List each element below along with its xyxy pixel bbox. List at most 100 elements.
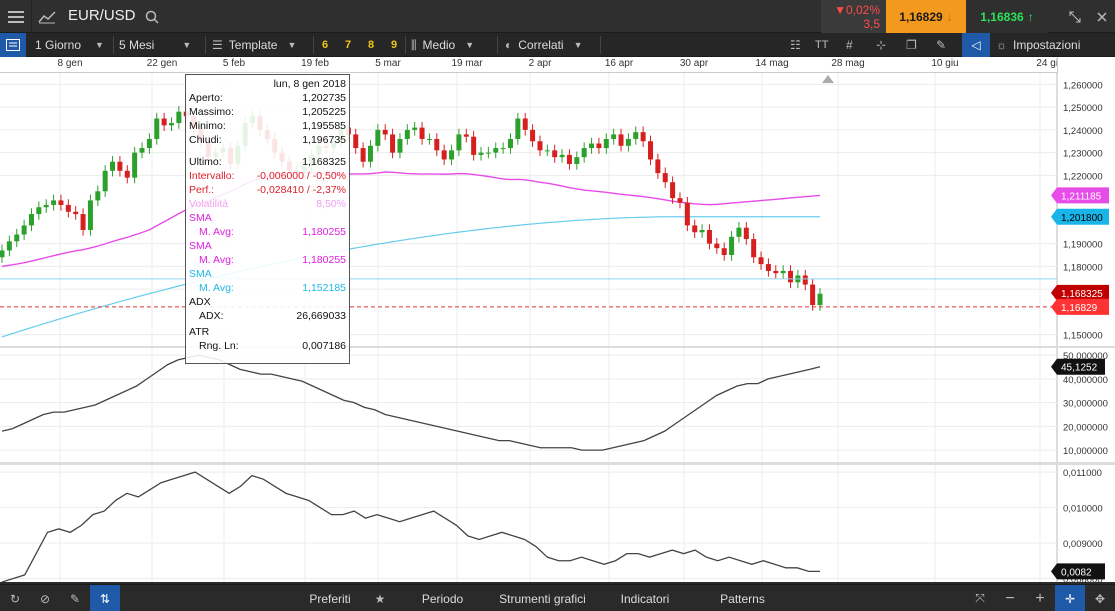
hamburger-menu-icon[interactable] <box>0 0 32 33</box>
period-button[interactable]: Periodo <box>421 591 464 606</box>
value-axis-label: 40,000000 <box>1063 375 1108 386</box>
chart-line-icon[interactable] <box>33 0 61 33</box>
text-size-icon[interactable]: TT <box>815 39 829 51</box>
layout-icon[interactable]: ☷ <box>790 38 801 52</box>
adx-panel[interactable]: 50,000000 40,000000 30,000000 20,000000 10,0… <box>0 348 1115 462</box>
search-icon[interactable] <box>140 0 164 33</box>
candle-body <box>603 138 609 149</box>
refresh-icon[interactable]: ↻ <box>9 591 21 606</box>
candle-body <box>0 250 5 258</box>
atr-chart[interactable]: 0,011000 0,010000 0,009000 0,0080000,0082 <box>0 465 1115 585</box>
drawing-tools-button[interactable]: Strumenti grafici <box>499 591 586 606</box>
value-axis-label: 1,220000 <box>1063 171 1103 182</box>
pan-icon[interactable]: ✥ <box>1094 591 1106 606</box>
candle-body <box>515 118 521 139</box>
candle <box>515 112 521 145</box>
panel-toggle-icon[interactable] <box>0 33 26 57</box>
range-select[interactable]: 5 Mesi ▼ <box>119 38 192 52</box>
candle <box>412 121 418 136</box>
candle <box>375 124 381 152</box>
sma-magenta-line <box>1 171 821 268</box>
sma-cyan-line <box>1 216 820 338</box>
interval-select[interactable]: 1 Giorno ▼ <box>35 38 104 52</box>
value-axis-label: 1,150000 <box>1063 331 1103 342</box>
template-select[interactable]: ☰ Template ▼ <box>212 38 297 52</box>
close-icon[interactable] <box>1090 0 1114 33</box>
tooltip-open: Aperto: 1,202735 <box>189 92 346 104</box>
candle <box>397 133 403 159</box>
crosshair-mode-icon[interactable]: ✛ <box>1055 585 1085 611</box>
candle-body <box>463 134 469 137</box>
candle-body <box>14 234 20 242</box>
grid-icon[interactable]: # <box>846 38 853 52</box>
related-select[interactable]: ◐ Correlati ▼ <box>505 38 583 52</box>
candle-body <box>485 152 491 154</box>
tooltip-sma3: M. Avg: 1,152185 <box>199 282 346 294</box>
label-tag-icon[interactable]: ◁ <box>962 33 990 57</box>
date-axis-label: 10 giu <box>931 58 959 69</box>
price-change-box: ▼0,02% 3,5 <box>821 0 886 33</box>
candle <box>132 146 138 184</box>
tooltip-sma3-title: SMA <box>189 268 212 280</box>
no-entry-icon[interactable]: ⊘ <box>39 591 51 606</box>
candle-body <box>353 134 359 149</box>
copy-icon[interactable]: ❐ <box>906 38 917 52</box>
candle-body <box>375 129 381 146</box>
candle-body <box>581 148 587 158</box>
zoom-out-icon[interactable]: − <box>1005 589 1015 607</box>
sma2-badge-shape <box>1051 208 1109 225</box>
candle <box>537 135 543 157</box>
candle <box>28 208 34 232</box>
drawing-icon[interactable]: ✎ <box>936 38 947 52</box>
buy-price-button[interactable]: 1,16836 ↑ <box>966 0 1048 33</box>
favorites-button[interactable]: Preferiti <box>309 591 351 606</box>
date-axis-label: 14 mag <box>755 58 789 69</box>
template-icon: ☰ <box>212 38 223 52</box>
value-axis-label: 50,000000 <box>1063 351 1108 362</box>
caret-down-icon: ▼ <box>287 40 297 50</box>
star-icon[interactable]: ★ <box>374 591 386 606</box>
price-chart[interactable]: 1,260000 1,250000 1,240000 1,230000 1,220000… <box>0 73 1115 346</box>
bid-badge: 1,16829 <box>1051 298 1109 315</box>
candle <box>95 185 101 207</box>
cursor-mode-icon[interactable]: ⇅ <box>90 585 120 611</box>
preset-7-button[interactable]: 7 <box>345 39 352 51</box>
preset-6-button[interactable]: 6 <box>322 39 329 51</box>
related-icon: ◐ <box>505 38 513 52</box>
change-percent: ▼0,02% <box>834 3 880 17</box>
bottom-bar: ↻ ⊘ ✎ ⇅ Preferiti ★ Periodo Strumenti gr… <box>0 584 1115 611</box>
patterns-button[interactable]: Patterns <box>720 591 765 606</box>
panel-divider[interactable] <box>0 346 1115 349</box>
pencil-icon[interactable]: ✎ <box>69 591 81 606</box>
tooltip-sma1: M. Avg: 1,180255 <box>199 226 346 238</box>
candle <box>662 167 668 188</box>
candle <box>714 237 720 254</box>
candle-body <box>28 214 34 226</box>
fit-icon[interactable]: ⤧ <box>975 591 985 605</box>
zoom-in-icon[interactable]: + <box>1035 589 1045 607</box>
symbol-title[interactable]: EUR/USD <box>68 7 136 24</box>
preset-9-button[interactable]: 9 <box>391 39 398 51</box>
settings-button[interactable]: ☼ Impostazioni <box>996 38 1081 52</box>
candle <box>596 137 602 154</box>
candle <box>788 265 794 288</box>
panel-divider[interactable] <box>0 462 1115 465</box>
expand-icon[interactable] <box>1063 0 1087 33</box>
sell-price-button[interactable]: 1,16829 ↓ <box>886 0 966 33</box>
candle-body <box>810 284 816 306</box>
style-select[interactable]: ⫼ Medio ▼ <box>411 37 475 53</box>
bid-badge-shape <box>1051 298 1109 315</box>
candle-body <box>655 159 661 174</box>
crosshair-tooltip: lun, 8 gen 2018 Aperto: 1,202735 Massimo:… <box>185 74 350 364</box>
date-axis-label: 2 apr <box>528 58 552 69</box>
crosshair-icon[interactable]: ⊹ <box>876 38 887 52</box>
candle <box>471 131 477 161</box>
candle <box>699 224 705 238</box>
candle <box>618 128 624 152</box>
preset-8-button[interactable]: 8 <box>368 39 375 51</box>
atr-panel[interactable]: 0,011000 0,010000 0,009000 0,0080000,0082 <box>0 465 1115 585</box>
price-panel[interactable]: 1,260000 1,250000 1,240000 1,230000 1,220000… <box>0 73 1115 346</box>
indicators-button[interactable]: Indicatori <box>620 591 670 606</box>
adx-chart[interactable]: 50,000000 40,000000 30,000000 20,000000 10,0… <box>0 348 1115 462</box>
date-axis-label: 30 apr <box>679 58 709 69</box>
